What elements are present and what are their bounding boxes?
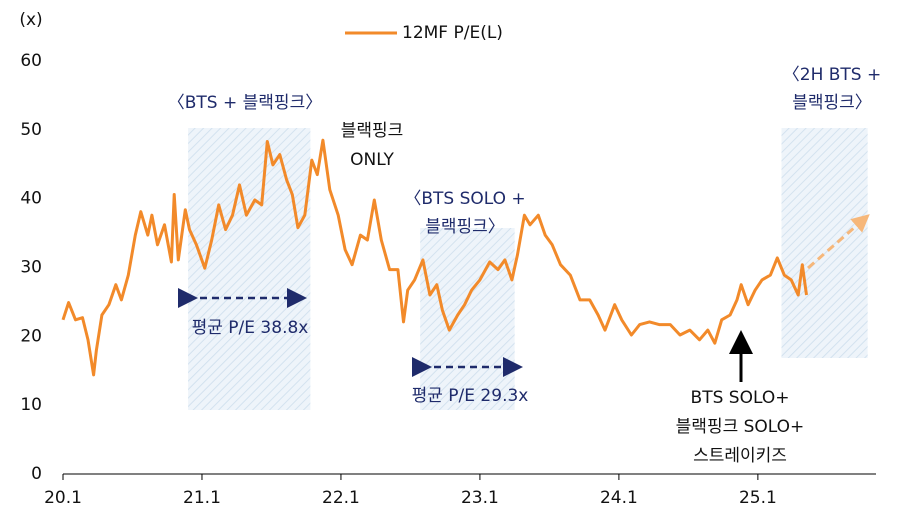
- data-line: [61, 138, 808, 377]
- y-tick-label: 50: [20, 120, 42, 140]
- y-tick-label: 20: [20, 326, 42, 346]
- highlight-label: 블랙핑크〉: [425, 217, 505, 237]
- x-tick-label: 21.1: [183, 488, 221, 508]
- highlight-label: 〈BTS + 블랙핑크〉: [168, 93, 322, 113]
- highlight-label: 〈2H BTS +: [783, 65, 882, 85]
- average-label: 평균 P/E 38.8x: [192, 318, 309, 338]
- y-tick-label: 40: [20, 189, 42, 209]
- highlight-layer: [188, 128, 868, 410]
- annotation: 블랙핑크 SOLO+: [676, 417, 805, 437]
- average-label: 평균 P/E 29.3x: [412, 386, 529, 406]
- annotation: BTS SOLO+: [691, 388, 790, 408]
- highlight-label: 블랙핑크〉: [792, 93, 872, 113]
- y-tick-label: 30: [20, 258, 42, 278]
- y-axis-label: (x): [19, 10, 42, 30]
- highlight-label: 〈BTS SOLO +: [404, 189, 525, 209]
- x-tick-label: 24.1: [600, 488, 638, 508]
- y-tick-label: 10: [20, 395, 42, 415]
- x-tick-label: 25.1: [739, 488, 777, 508]
- legend-label: 12MF P/E(L): [402, 23, 503, 43]
- x-tick-label: 22.1: [322, 488, 360, 508]
- highlight-period: [781, 128, 868, 358]
- highlight-period: [188, 128, 311, 410]
- highlight-period: [420, 228, 515, 410]
- y-tick-label: 0: [31, 464, 42, 484]
- x-tick-label: 20.1: [44, 488, 82, 508]
- y-tick-label: 60: [20, 51, 42, 71]
- annotation: 블랙핑크: [341, 121, 404, 141]
- forecast-arrow: [807, 214, 870, 270]
- x-tick-label: 23.1: [461, 488, 499, 508]
- annotation: 스트레이키즈: [693, 446, 787, 466]
- annotation: ONLY: [350, 150, 394, 170]
